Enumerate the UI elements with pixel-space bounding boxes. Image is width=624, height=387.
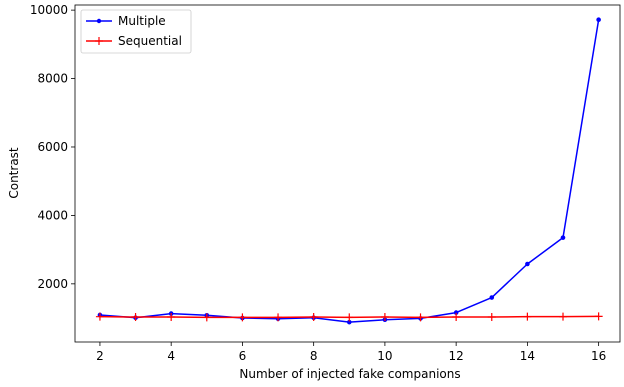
data-point-sequential-12: [452, 313, 461, 322]
data-point-sequential-3: [131, 313, 140, 322]
data-point-multiple-12: [453, 310, 459, 315]
data-point-multiple-13: [489, 295, 495, 300]
x-axis-ticks: 2 4 6 8 10 12 14 16: [96, 342, 606, 363]
data-point-multiple-14: [525, 261, 530, 267]
y-tick-label-10000: 10000: [30, 3, 68, 17]
data-point-sequential-4: [167, 313, 176, 322]
legend: Multiple Sequential: [80, 9, 192, 54]
x-tick-label-12: 12: [449, 349, 464, 363]
data-point-sequential-13: [487, 313, 496, 322]
data-point-sequential-5: [202, 313, 211, 322]
x-tick-label-6: 6: [239, 349, 247, 363]
data-point-sequential-8: [309, 313, 318, 322]
y-tick-label-4000: 4000: [37, 208, 68, 222]
y-axis-ticks: 2000 4000 6000 8000 10000: [30, 3, 75, 291]
legend-marker-multiple: [96, 18, 102, 24]
x-tick-label-2: 2: [96, 349, 104, 363]
x-tick-label-16: 16: [591, 349, 606, 363]
y-axis-label: Contrast: [7, 147, 21, 199]
data-point-sequential-16: [594, 312, 603, 321]
data-point-sequential-7: [274, 313, 283, 322]
x-tick-label-10: 10: [377, 349, 392, 363]
y-tick-label-6000: 6000: [37, 140, 68, 154]
data-point-sequential-10: [380, 313, 389, 322]
y-tick-label-2000: 2000: [37, 277, 68, 291]
data-point-sequential-15: [559, 312, 568, 321]
x-axis-label: Number of injected fake companions: [239, 367, 460, 381]
x-tick-label-4: 4: [167, 349, 175, 363]
data-point-sequential-6: [238, 313, 247, 322]
series-layer: [95, 17, 603, 325]
data-point-sequential-2: [95, 312, 104, 321]
data-point-multiple-9: [346, 319, 352, 325]
data-point-sequential-14: [523, 312, 532, 321]
legend-label-multiple: Multiple: [118, 14, 166, 28]
data-point-multiple-15: [560, 235, 566, 240]
plot-area: [74, 4, 621, 343]
data-point-multiple-16: [596, 17, 601, 23]
y-tick-label-8000: 8000: [37, 72, 68, 86]
legend-marker-sequential: [95, 37, 103, 45]
data-point-sequential-9: [345, 313, 354, 322]
legend-label-sequential: Sequential: [118, 34, 182, 48]
data-point-sequential-11: [416, 313, 425, 322]
x-tick-label-14: 14: [520, 349, 535, 363]
x-tick-label-8: 8: [310, 349, 318, 363]
